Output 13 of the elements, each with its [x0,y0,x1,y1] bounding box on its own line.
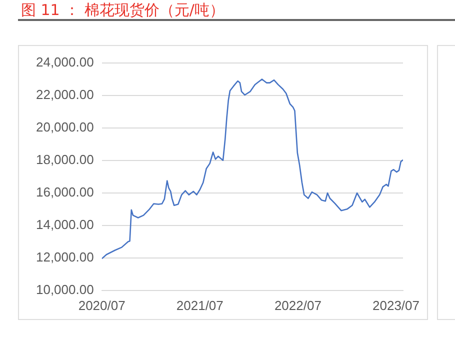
x-tick-label: 2022/07 [274,298,322,313]
x-tick-label: 2023/07 [372,298,420,313]
y-tick-label: 20,000.00 [36,119,94,134]
x-tick-label: 2020/07 [78,298,126,313]
y-tick-label: 18,000.00 [36,152,94,167]
y-tick-label: 22,000.00 [36,86,94,102]
y-tick-label: 24,000.00 [36,54,94,70]
y-tick-label: 10,000.00 [36,282,94,297]
y-tick-label: 14,000.00 [36,216,94,232]
x-tick-label: 2021/07 [176,298,224,313]
chart-title: 图 11 ： 棉花现货价（元/吨） [21,1,224,20]
y-tick-label: 16,000.00 [36,184,94,200]
y-tick-label: 12,000.00 [36,249,94,264]
